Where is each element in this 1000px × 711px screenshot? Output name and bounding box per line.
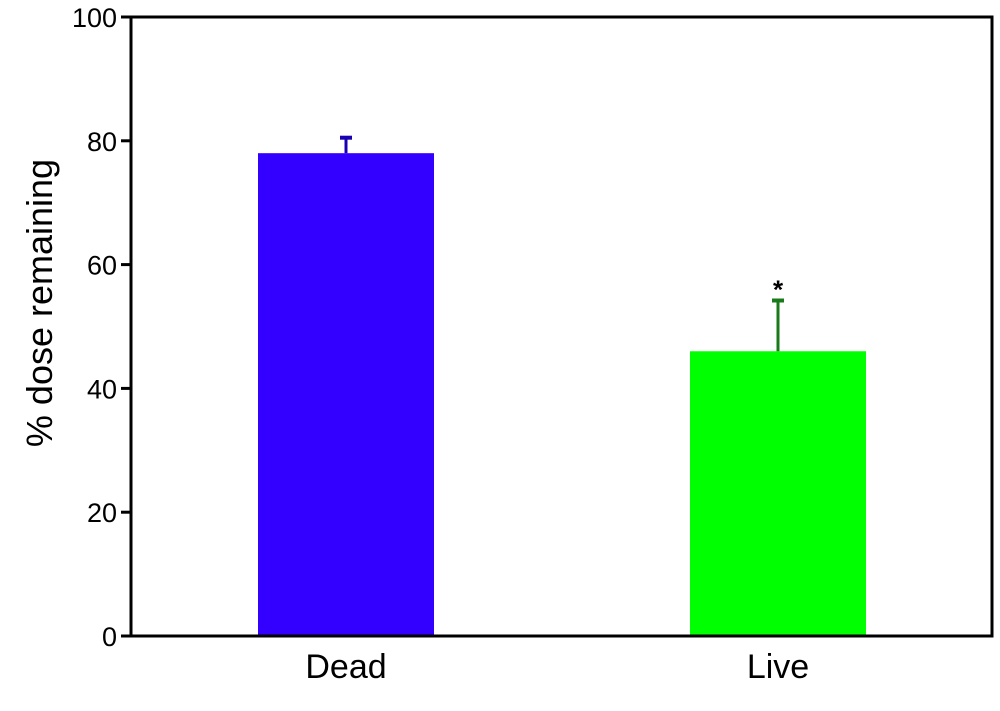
y-tick-label-80: 80 [87, 127, 117, 157]
plot-area: Dead * Live 0 20 40 60 80 100 [72, 3, 994, 686]
plot-frame [129, 15, 994, 638]
bar-live [690, 351, 866, 636]
y-axis-title: % dose remaining [19, 159, 60, 447]
y-tick-label-100: 100 [72, 3, 117, 33]
x-tick-label-live: Live [747, 648, 809, 686]
y-tick-label-60: 60 [87, 251, 117, 281]
bar-dead [258, 153, 434, 636]
significance-marker: * [773, 275, 784, 305]
y-tick-label-20: 20 [87, 498, 117, 528]
y-tick-label-0: 0 [102, 622, 117, 652]
x-tick-label-dead: Dead [305, 648, 386, 686]
y-tick-label-40: 40 [87, 374, 117, 404]
